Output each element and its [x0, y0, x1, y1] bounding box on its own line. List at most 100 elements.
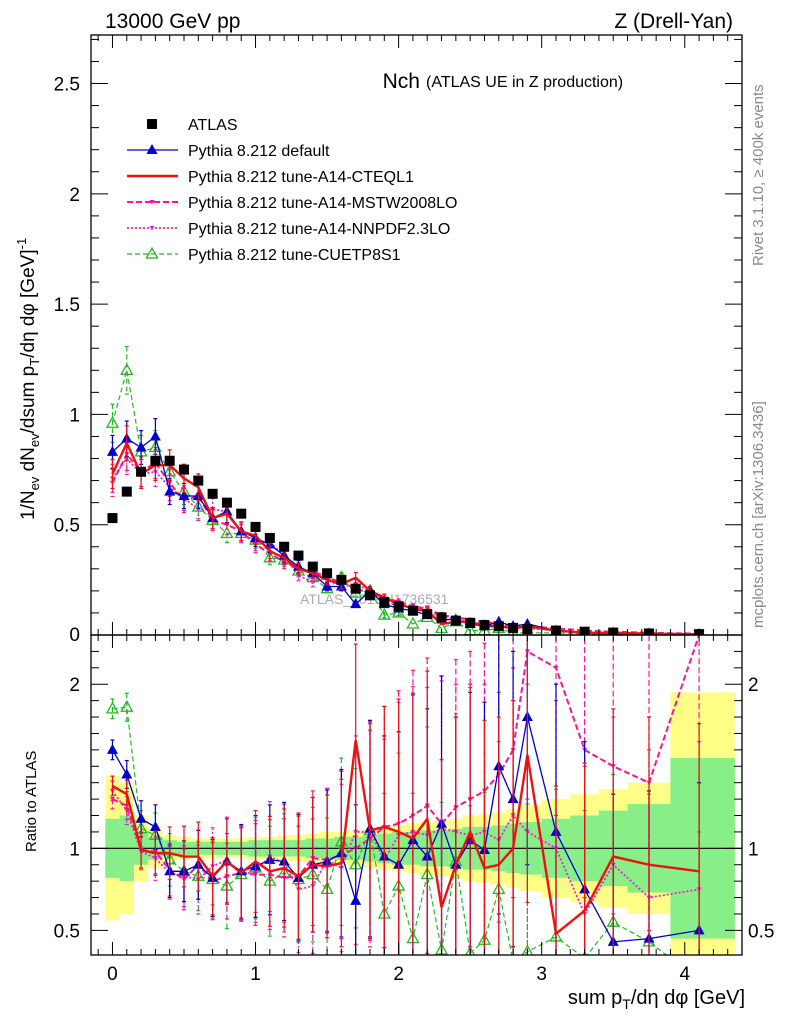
legend-label-default: Pythia 8.212 default [188, 143, 330, 160]
data-point-atlas [179, 464, 189, 475]
legend-item-mstw: Pythia 8.212 tune-A14-MSTW2008LO [127, 195, 457, 212]
legend-item-atlas: ATLAS [147, 117, 238, 134]
series-atlas [107, 455, 705, 635]
y-tick-label-right: 0.5 [748, 921, 774, 942]
data-point-atlas [236, 508, 247, 519]
data-point-cuetp8s1 [694, 974, 705, 984]
legend: ATLAS Pythia 8.212 default Pythia 8.212 tu… [127, 117, 457, 264]
data-point-mstw [149, 200, 155, 205]
data-point-atlas [164, 455, 175, 466]
y-tick-label-left: 2 [69, 675, 80, 696]
y-tick-label: 2 [69, 185, 80, 206]
legend-label-cuetp8s1: Pythia 8.212 tune-CUETP8S1 [188, 247, 401, 264]
data-point-default [350, 598, 362, 609]
data-point-atlas [221, 497, 232, 508]
data-point-default [146, 144, 158, 154]
data-point-cuetp8s1 [465, 946, 476, 955]
legend-item-cuetp8s1: Pythia 8.212 tune-CUETP8S1 [127, 246, 401, 264]
data-point-atlas [508, 622, 519, 633]
data-point-cuetp8s1 [120, 699, 134, 712]
legend-label-nnpdf: Pythia 8.212 tune-A14-NNPDF2.3LO [188, 221, 450, 238]
x-axis-label: sum pT/dη dφ [GeV] [568, 987, 745, 1012]
series-line-cuetp8s1 [111, 370, 700, 635]
data-point-atlas [493, 621, 504, 632]
y-tick-label-left: 1 [69, 839, 80, 860]
mcplots-reference-text: mcplots.cern.ch [arXiv:1306.3436] [750, 401, 767, 628]
data-point-default [121, 768, 133, 779]
data-point-default [106, 743, 118, 754]
data-point-atlas [193, 475, 204, 486]
data-point-atlas [407, 605, 418, 616]
legend-label-atlas: ATLAS [188, 117, 238, 134]
data-point-cuetp8s1 [377, 607, 391, 620]
legend-label-mstw: Pythia 8.212 tune-A14-MSTW2008LO [188, 195, 457, 212]
data-point-mstw [109, 797, 115, 802]
data-point-default [135, 441, 147, 452]
data-point-default [164, 485, 176, 496]
data-point-atlas [121, 486, 132, 497]
data-point-atlas [336, 574, 347, 585]
top-ylabel: 1/Nev dNev/dsum pT/dη dφ [GeV]-1 [14, 238, 42, 520]
data-point-nnpdf [310, 580, 316, 585]
data-point-atlas [436, 612, 447, 623]
data-point-atlas [293, 550, 304, 561]
data-point-cuetp8s1 [105, 415, 120, 428]
data-point-nnpdf [149, 226, 155, 231]
header-left: 13000 GeV pp [105, 10, 240, 33]
data-point-default [149, 821, 161, 831]
ratio-panel: 0 1 2 3 4 0.5 0.5 1 1 2 2 [54, 634, 774, 985]
data-point-atlas [465, 617, 476, 628]
plot-title: Nch [383, 70, 420, 93]
data-point-atlas [107, 513, 118, 524]
data-point-atlas [147, 119, 157, 129]
top-panel: ATLAS_2019_I1736531 00.511.522.5 Nch (AT… [54, 34, 743, 646]
y-tick-label-left: 0.5 [54, 921, 80, 942]
y-tick-label-right: 2 [748, 675, 759, 696]
x-tick-label: 4 [679, 964, 690, 985]
data-point-atlas [264, 532, 275, 543]
y-tick-label: 0.5 [54, 516, 80, 537]
data-point-atlas [322, 568, 333, 579]
x-tick-label: 1 [250, 964, 261, 985]
data-point-cuetp8s1 [512, 954, 514, 955]
data-point-atlas [136, 466, 147, 477]
plot-subtitle: (ATLAS UE in Z production) [426, 74, 623, 91]
data-point-default [321, 580, 333, 591]
data-point-atlas [279, 541, 290, 552]
rivet-version-text: Rivet 3.1.10, ≥ 400k events [750, 84, 767, 266]
data-point-default [135, 812, 147, 823]
data-point-cuetp8s1 [406, 616, 420, 629]
data-point-atlas [479, 620, 490, 631]
ratio-series-cteql1 [110, 635, 702, 955]
data-point-cuetp8s1 [263, 550, 277, 563]
data-point-cuetp8s1 [120, 362, 134, 375]
data-point-atlas [379, 596, 390, 607]
bottom-ylabel: Ratio to ATLAS [23, 751, 40, 852]
y-tick-label: 1 [69, 405, 80, 426]
data-point-default [149, 430, 161, 441]
data-point-default [350, 894, 362, 905]
data-point-mstw [553, 665, 559, 671]
data-point-cuetp8s1 [105, 701, 120, 714]
data-point-atlas [350, 583, 361, 594]
y-tick-label: 1.5 [54, 295, 80, 316]
axes-frame [90, 634, 743, 956]
data-point-default [106, 445, 118, 456]
data-point-cuetp8s1 [220, 526, 234, 539]
data-point-atlas [250, 521, 261, 532]
legend-item-default: Pythia 8.212 default [127, 143, 330, 160]
data-point-cuetp8s1 [145, 246, 159, 259]
data-point-atlas [207, 488, 218, 499]
data-point-atlas [150, 455, 161, 466]
data-point-atlas [422, 609, 433, 620]
data-point-cuetp8s1 [521, 944, 534, 955]
y-tick-label-zero: 0 [69, 625, 80, 646]
data-point-atlas [450, 615, 461, 626]
x-tick-label: 0 [107, 964, 118, 985]
series-nnpdf [109, 442, 702, 635]
y-tick-label-right: 1 [748, 839, 759, 860]
series-line-cteql1 [111, 440, 700, 635]
x-tick-label: 3 [536, 964, 547, 985]
data-point-atlas [307, 561, 318, 572]
